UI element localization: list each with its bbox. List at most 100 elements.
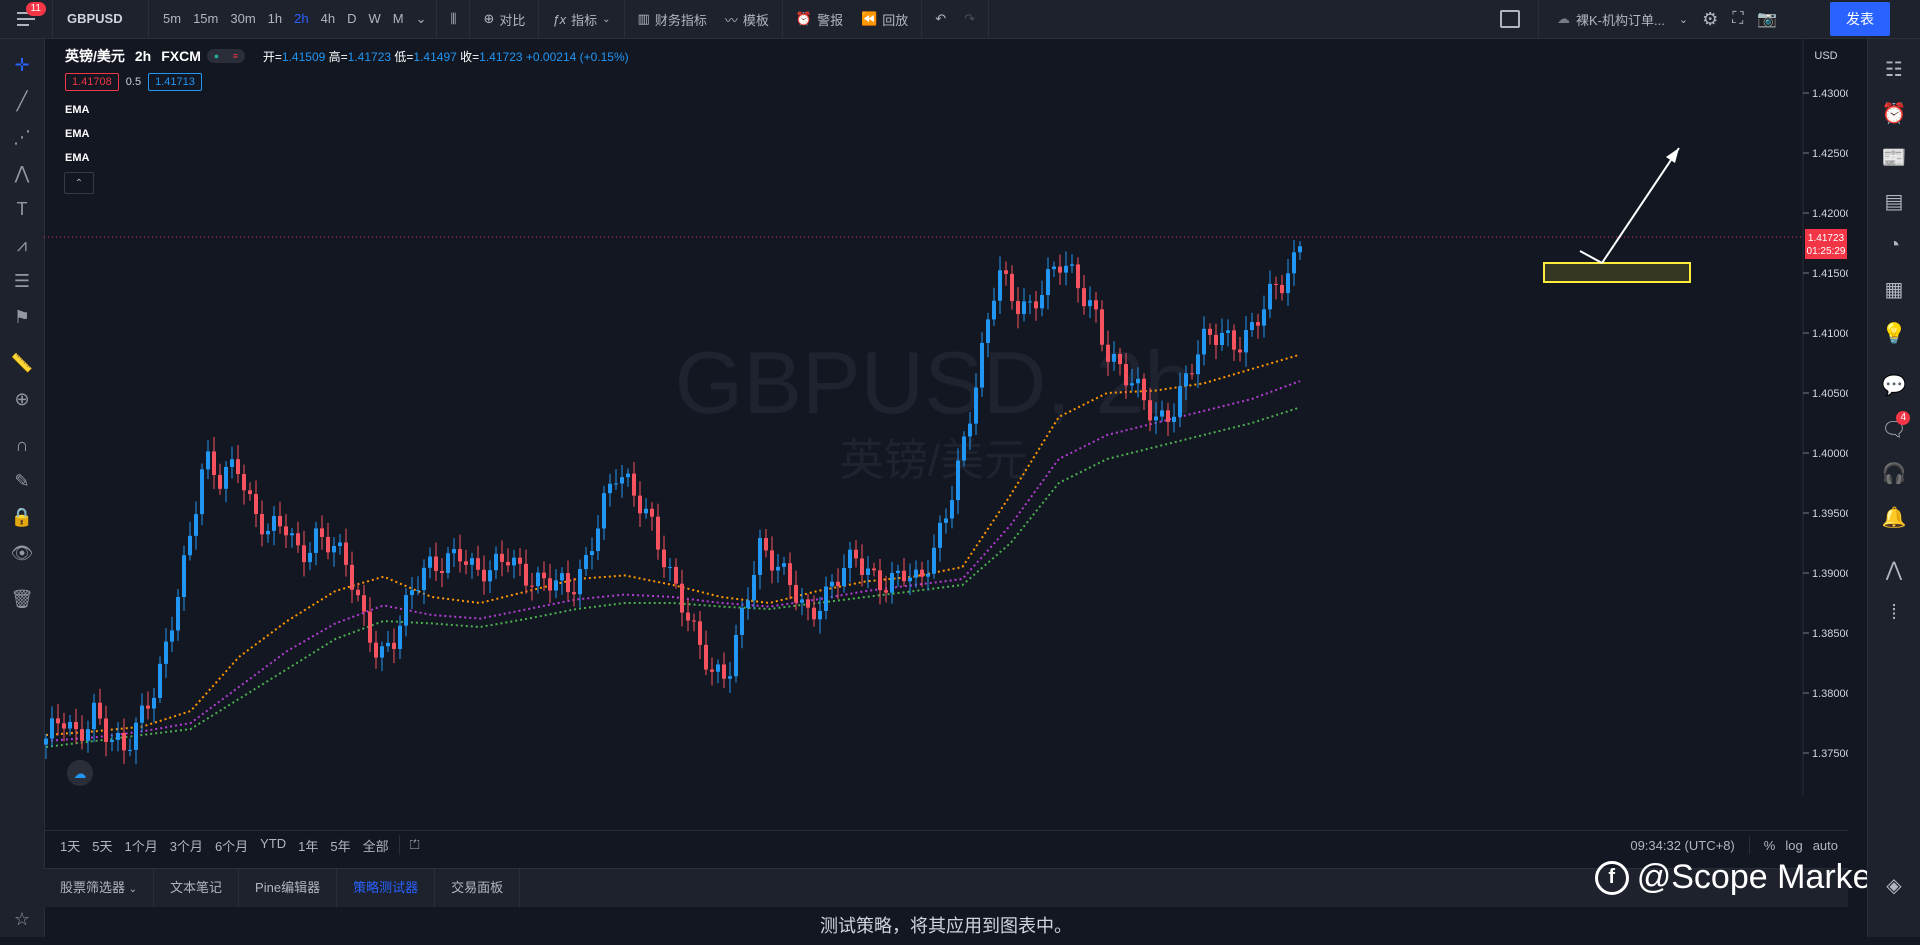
timeframe-5m[interactable]: 5m xyxy=(163,11,182,26)
chevron-down-icon[interactable]: ⌄ xyxy=(1678,13,1689,26)
eye-icon[interactable]: 👁 xyxy=(10,542,34,563)
layout-name-button[interactable]: 裸K-机构订单... xyxy=(1576,12,1665,28)
pattern-icon[interactable]: ⋀ xyxy=(14,162,30,183)
tab-text-notes[interactable]: 文本笔记 xyxy=(154,869,240,907)
chart-pane[interactable]: GBPUSD, 2h 英镑/美元 1.43000 1.42500 1.42000 1.… xyxy=(44,39,1852,818)
templates-button[interactable]: 〰模板 xyxy=(716,0,778,38)
facebook-logo-icon: f xyxy=(1594,860,1629,895)
fib-tool-icon[interactable]: ⋰ xyxy=(13,126,31,147)
price-tick-label: 1.39500 xyxy=(1812,508,1848,520)
xabcd-pattern-icon[interactable]: ⩘ xyxy=(16,234,28,255)
market-status-pill[interactable]: ● ≡ xyxy=(206,49,245,63)
redo-button[interactable]: ↷ xyxy=(955,0,984,38)
ema-indicator-label[interactable]: EMA xyxy=(65,104,90,116)
candle-body xyxy=(332,546,336,553)
layout-select-square-icon[interactable] xyxy=(1500,10,1520,28)
replay-button[interactable]: ⏪ 回放 xyxy=(852,0,917,38)
candle-body xyxy=(56,718,60,724)
dom-icon[interactable]: ⁞ xyxy=(1891,601,1897,624)
ema-indicator-label[interactable]: EMA xyxy=(65,128,90,140)
messages-icon[interactable]: 🗨 4 xyxy=(1868,407,1920,451)
magnet-icon[interactable]: ∩ xyxy=(15,434,29,455)
layers-icon[interactable]: ◈ xyxy=(1886,874,1902,897)
timeframe-2h[interactable]: 2h xyxy=(294,11,309,26)
ema-indicator-label[interactable]: EMA xyxy=(65,152,90,164)
timeframe-4h[interactable]: 4h xyxy=(320,11,336,26)
range-button[interactable]: 3个月 xyxy=(169,838,203,854)
order-panel-icon[interactable]: ⋀ xyxy=(1885,558,1903,581)
hotlist-icon[interactable]: ◔ xyxy=(1887,233,1901,256)
range-button[interactable]: YTD xyxy=(260,835,287,851)
candle-body xyxy=(1292,252,1296,274)
candle-body xyxy=(848,549,852,569)
timeframe-dropdown-chevron-icon[interactable]: ⌄ xyxy=(415,11,427,26)
alert-button[interactable]: ⏰ 警报 xyxy=(787,0,852,38)
compare-button[interactable]: ⊕ 对比 xyxy=(474,0,534,38)
tab-trading-panel[interactable]: 交易面板 xyxy=(435,869,521,907)
timeframe-d[interactable]: D xyxy=(347,11,357,26)
timeframe-1h[interactable]: 1h xyxy=(267,11,283,26)
buy-button[interactable]: 1.41713 xyxy=(148,73,202,91)
range-button[interactable]: 1天 xyxy=(60,838,81,854)
text-tool-icon[interactable]: T xyxy=(16,198,28,219)
ideas-lightbulb-icon[interactable]: 💡 xyxy=(1881,322,1907,345)
candle-body xyxy=(362,595,366,612)
timeframe-30m[interactable]: 30m xyxy=(230,11,256,26)
symbol-name[interactable]: 英镑/美元 xyxy=(65,48,125,64)
candle-body xyxy=(248,490,252,495)
clock-timezone[interactable]: 09:34:32 (UTC+8) xyxy=(1630,837,1735,853)
goto-date-icon[interactable]: ⏍ xyxy=(409,837,420,852)
tab-strategy-tester[interactable]: 策略测试器 xyxy=(337,869,436,907)
tab-pine-editor[interactable]: Pine编辑器 xyxy=(239,869,338,907)
star-icon[interactable]: ☆ xyxy=(13,908,31,929)
zoom-in-icon[interactable]: ⊕ xyxy=(14,388,30,409)
price-chart[interactable]: GBPUSD, 2h 英镑/美元 1.430001.425001.420001.… xyxy=(44,39,1852,818)
stay-in-drawing-mode-icon[interactable]: ✎ xyxy=(14,470,30,491)
position-tool-icon[interactable]: ☰ xyxy=(13,270,31,291)
forecast-icon[interactable]: ⚑ xyxy=(13,306,31,327)
symbol-search-button[interactable]: GBPUSD xyxy=(53,0,149,38)
chart-style-button[interactable]: ⫼ xyxy=(441,0,465,38)
crosshair-icon[interactable]: ✛ xyxy=(14,54,30,75)
news-icon[interactable]: 📰 xyxy=(1881,146,1907,169)
financials-button[interactable]: ▥ 财务指标 xyxy=(629,0,716,38)
notifications-bell-icon[interactable]: 🔔 xyxy=(1881,506,1907,529)
undo-button[interactable]: ↶ xyxy=(926,0,955,38)
range-button[interactable]: 1年 xyxy=(298,838,319,854)
cloud-sync-icon[interactable] xyxy=(67,760,93,786)
range-button[interactable]: 5年 xyxy=(330,838,351,854)
sell-button[interactable]: 1.41708 xyxy=(65,73,119,91)
calendar-icon[interactable]: ▦ xyxy=(1884,278,1904,301)
candle-body xyxy=(686,612,690,621)
settings-gear-icon[interactable]: ⚙ xyxy=(1702,8,1719,29)
streams-icon[interactable]: 🎧 xyxy=(1881,462,1907,485)
range-button[interactable]: 全部 xyxy=(362,838,389,854)
auto-scale-toggle[interactable]: auto xyxy=(1812,837,1838,853)
log-scale-toggle[interactable]: log xyxy=(1785,837,1803,853)
main-menu-button[interactable]: 11 xyxy=(0,0,53,38)
lock-icon[interactable]: 🔒 xyxy=(10,506,34,527)
data-window-icon[interactable]: ▤ xyxy=(1884,190,1904,213)
timeframe-w[interactable]: W xyxy=(368,11,381,26)
support-zone-rectangle[interactable] xyxy=(1543,262,1691,283)
alerts-clock-icon[interactable]: ⏰ xyxy=(1881,102,1907,125)
projection-arrow-line[interactable] xyxy=(1601,147,1680,264)
publish-button[interactable]: 发表 xyxy=(1830,2,1890,36)
ruler-icon[interactable]: 📏 xyxy=(10,352,34,373)
range-button[interactable]: 6个月 xyxy=(214,838,249,854)
range-button[interactable]: 1个月 xyxy=(124,838,158,854)
timeframe-m[interactable]: M xyxy=(392,11,404,26)
trash-icon[interactable]: 🗑 xyxy=(10,588,34,609)
trend-line-icon[interactable]: ╱ xyxy=(16,90,28,111)
timeframe-15m[interactable]: 15m xyxy=(193,11,219,26)
percent-scale-toggle[interactable]: % xyxy=(1763,837,1776,853)
watchlist-icon[interactable]: ☷ xyxy=(1885,58,1903,81)
divider xyxy=(436,0,438,38)
range-button[interactable]: 5天 xyxy=(92,838,113,854)
camera-icon[interactable]: 📷 xyxy=(1757,11,1778,28)
tab-stock-screener[interactable]: 股票筛选器 ⌄ xyxy=(44,869,155,907)
indicators-button[interactable]: ƒx 指标 ⌄ xyxy=(543,0,619,38)
collapse-legend-button[interactable]: ⌃ xyxy=(64,172,94,194)
chat-icon[interactable]: 💬 xyxy=(1881,374,1907,397)
fullscreen-icon[interactable]: ⛶ xyxy=(1732,10,1744,27)
